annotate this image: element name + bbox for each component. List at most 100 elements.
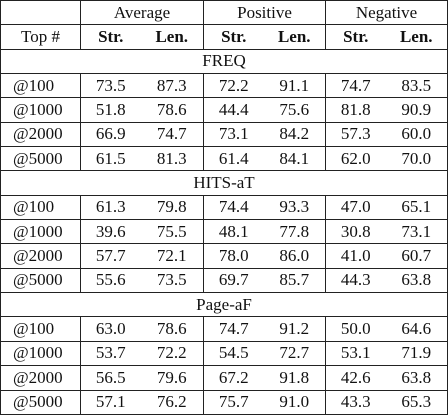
data-cell: 91.2 [263,316,326,342]
section-title: FREQ [0,48,448,75]
data-cell: 69.7 [203,267,264,294]
data-cell: 51.8 [80,97,141,123]
row-label: @2000 [0,365,81,391]
row-label: @1000 [0,97,81,123]
data-cell: 79.6 [140,365,204,391]
data-cell: 79.8 [140,194,204,221]
sub-header: Len. [385,24,448,50]
data-cell: 75.7 [203,389,264,415]
section-title: HITS-aT [0,170,448,196]
data-cell: 66.9 [80,121,141,148]
table-row: @100 63.0 78.6 74.7 91.2 50.0 64.6 [0,316,448,342]
sub-header: Str. [325,24,386,50]
data-cell: 39.6 [80,219,141,245]
table-row: @5000 57.1 76.2 75.7 91.0 43.3 65.3 [0,389,448,415]
data-cell: 91.8 [263,365,326,391]
table-row: @2000 56.5 79.6 67.2 91.8 42.6 63.8 [0,365,448,391]
table-row: @5000 55.6 73.5 69.7 85.7 44.3 63.8 [0,267,448,294]
row-label: @1000 [0,219,81,245]
corner-empty [0,0,81,26]
data-cell: 44.4 [203,97,264,123]
data-cell: 63.0 [80,316,141,342]
data-cell: 74.7 [325,73,386,99]
row-label: @100 [0,316,81,342]
table-row: @1000 51.8 78.6 44.4 75.6 81.8 90.9 [0,97,448,123]
data-cell: 72.2 [203,73,264,99]
data-cell: 70.0 [385,146,448,172]
data-cell: 77.8 [263,219,326,245]
data-cell: 85.7 [263,267,326,294]
data-cell: 84.1 [263,146,326,172]
row-label: @5000 [0,267,81,294]
table-row: @100 61.3 79.8 74.4 93.3 47.0 65.1 [0,194,448,221]
data-cell: 63.8 [385,267,448,294]
data-cell: 47.0 [325,194,386,221]
table-row: @5000 61.5 81.3 61.4 84.1 62.0 70.0 [0,146,448,172]
data-cell: 63.8 [385,365,448,391]
data-cell: 57.3 [325,121,386,148]
data-cell: 74.7 [203,316,264,342]
sub-header: Len. [140,24,204,50]
data-cell: 62.0 [325,146,386,172]
data-cell: 90.9 [385,97,448,123]
table-row: @1000 39.6 75.5 48.1 77.8 30.8 73.1 [0,219,448,245]
table-row: Average Positive Negative [0,0,448,26]
group-header: Negative [325,0,448,26]
data-cell: 86.0 [263,243,326,269]
data-cell: 91.1 [263,73,326,99]
data-cell: 87.3 [140,73,204,99]
data-cell: 53.7 [80,340,141,367]
data-cell: 61.4 [203,146,264,172]
section-title: Page-aF [0,292,448,318]
data-cell: 61.3 [80,194,141,221]
data-cell: 60.7 [385,243,448,269]
data-cell: 73.1 [203,121,264,148]
data-cell: 83.5 [385,73,448,99]
data-cell: 60.0 [385,121,448,148]
data-cell: 74.7 [140,121,204,148]
data-cell: 61.5 [80,146,141,172]
data-cell: 55.6 [80,267,141,294]
data-cell: 53.1 [325,340,386,367]
row-label: @2000 [0,121,81,148]
data-cell: 81.3 [140,146,204,172]
data-cell: 64.6 [385,316,448,342]
data-cell: 78.0 [203,243,264,269]
row-label: @2000 [0,243,81,269]
data-cell: 74.4 [203,194,264,221]
data-cell: 78.6 [140,97,204,123]
data-cell: 72.1 [140,243,204,269]
data-cell: 43.3 [325,389,386,415]
table-row: @2000 57.7 72.1 78.0 86.0 41.0 60.7 [0,243,448,269]
data-cell: 78.6 [140,316,204,342]
group-header: Average [80,0,204,26]
data-cell: 30.8 [325,219,386,245]
data-cell: 65.1 [385,194,448,221]
data-cell: 76.2 [140,389,204,415]
data-cell: 57.7 [80,243,141,269]
data-cell: 44.3 [325,267,386,294]
data-cell: 73.1 [385,219,448,245]
data-cell: 75.5 [140,219,204,245]
data-cell: 72.7 [263,340,326,367]
data-cell: 81.8 [325,97,386,123]
data-cell: 91.0 [263,389,326,415]
data-cell: 57.1 [80,389,141,415]
data-cell: 41.0 [325,243,386,269]
table-row: Page-aF [0,292,448,318]
row-label: @100 [0,73,81,99]
table-row: @2000 66.9 74.7 73.1 84.2 57.3 60.0 [0,121,448,148]
data-cell: 72.2 [140,340,204,367]
data-cell: 67.2 [203,365,264,391]
data-cell: 93.3 [263,194,326,221]
sub-header: Str. [80,24,141,50]
row-label: @100 [0,194,81,221]
data-cell: 84.2 [263,121,326,148]
row-label: @1000 [0,340,81,367]
data-cell: 65.3 [385,389,448,415]
data-cell: 75.6 [263,97,326,123]
data-cell: 54.5 [203,340,264,367]
data-cell: 73.5 [80,73,141,99]
